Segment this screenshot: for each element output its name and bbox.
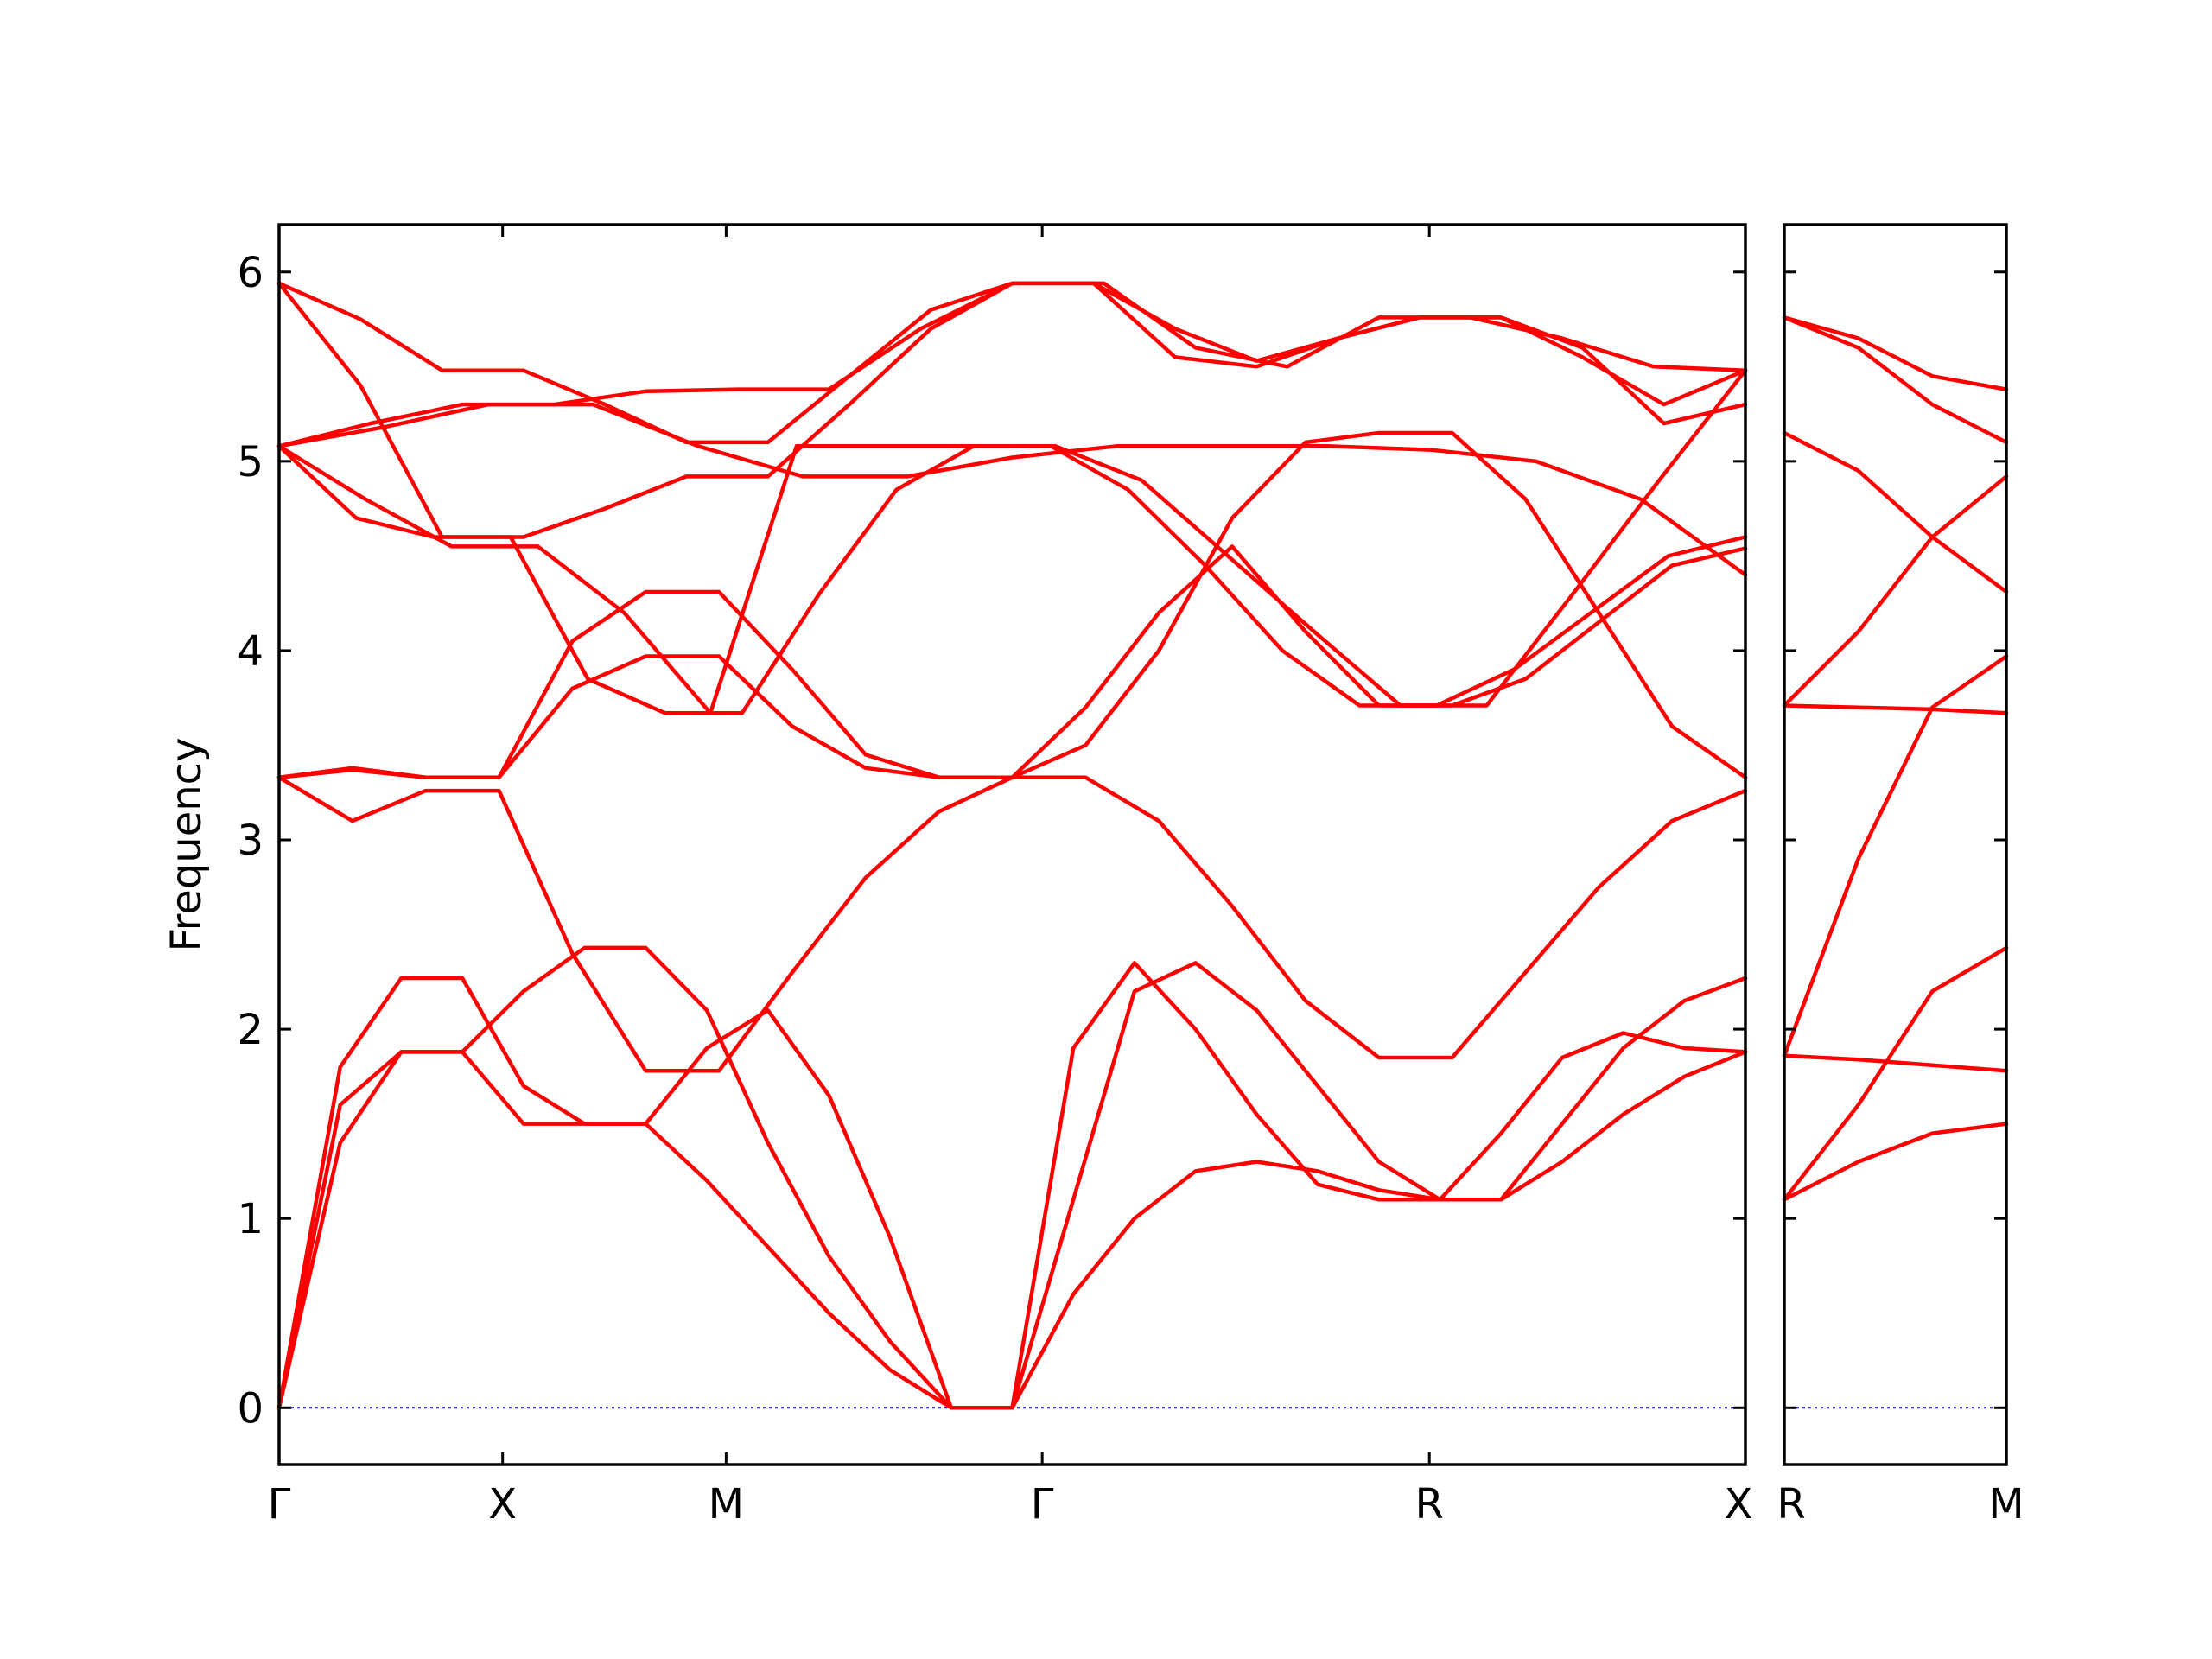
x-tick-label: X [488,1480,517,1529]
x-tick-label: Γ [1031,1480,1054,1529]
band-line [1782,474,2009,708]
band-line [1782,315,2009,445]
band-line [1782,1122,2009,1202]
y-axis: 0 1 2 3 4 5 6 [237,249,264,1433]
band-line [276,281,1748,445]
y-axis-label: Frequency [162,738,211,952]
band-line [276,945,1748,1410]
band-line [276,368,1748,715]
x-tick-label: M [709,1480,744,1529]
band-line [276,430,1748,779]
y-tick-label: 1 [237,1195,264,1243]
band-line [1782,315,2009,391]
y-tick-label: 0 [237,1384,264,1433]
band-line [1782,430,2009,594]
x-tick-label: R [1777,1480,1805,1529]
x-tick-label: Γ [268,1480,291,1529]
y-tick-label: 2 [237,1006,264,1054]
y-tick-label: 6 [237,249,264,297]
plot-frame [1783,223,2008,1466]
band-line [1782,945,2009,1202]
x-tick-label: X [1725,1480,1753,1529]
band-line [1782,1053,2009,1073]
y-tick-label: 5 [237,438,264,486]
y-tick-label: 3 [237,817,264,865]
band-line [276,402,1748,577]
x-tick-label: M [1988,1480,2024,1529]
band-line [1782,703,2009,715]
band-line [276,961,1748,1410]
band-line [276,775,1748,1073]
band-line [276,444,1748,715]
plot-frame [277,223,1747,1466]
x-tick-label: R [1415,1480,1444,1529]
band-line [276,281,1748,448]
band-line [1782,654,2009,1058]
y-tick-label: 4 [237,627,264,676]
